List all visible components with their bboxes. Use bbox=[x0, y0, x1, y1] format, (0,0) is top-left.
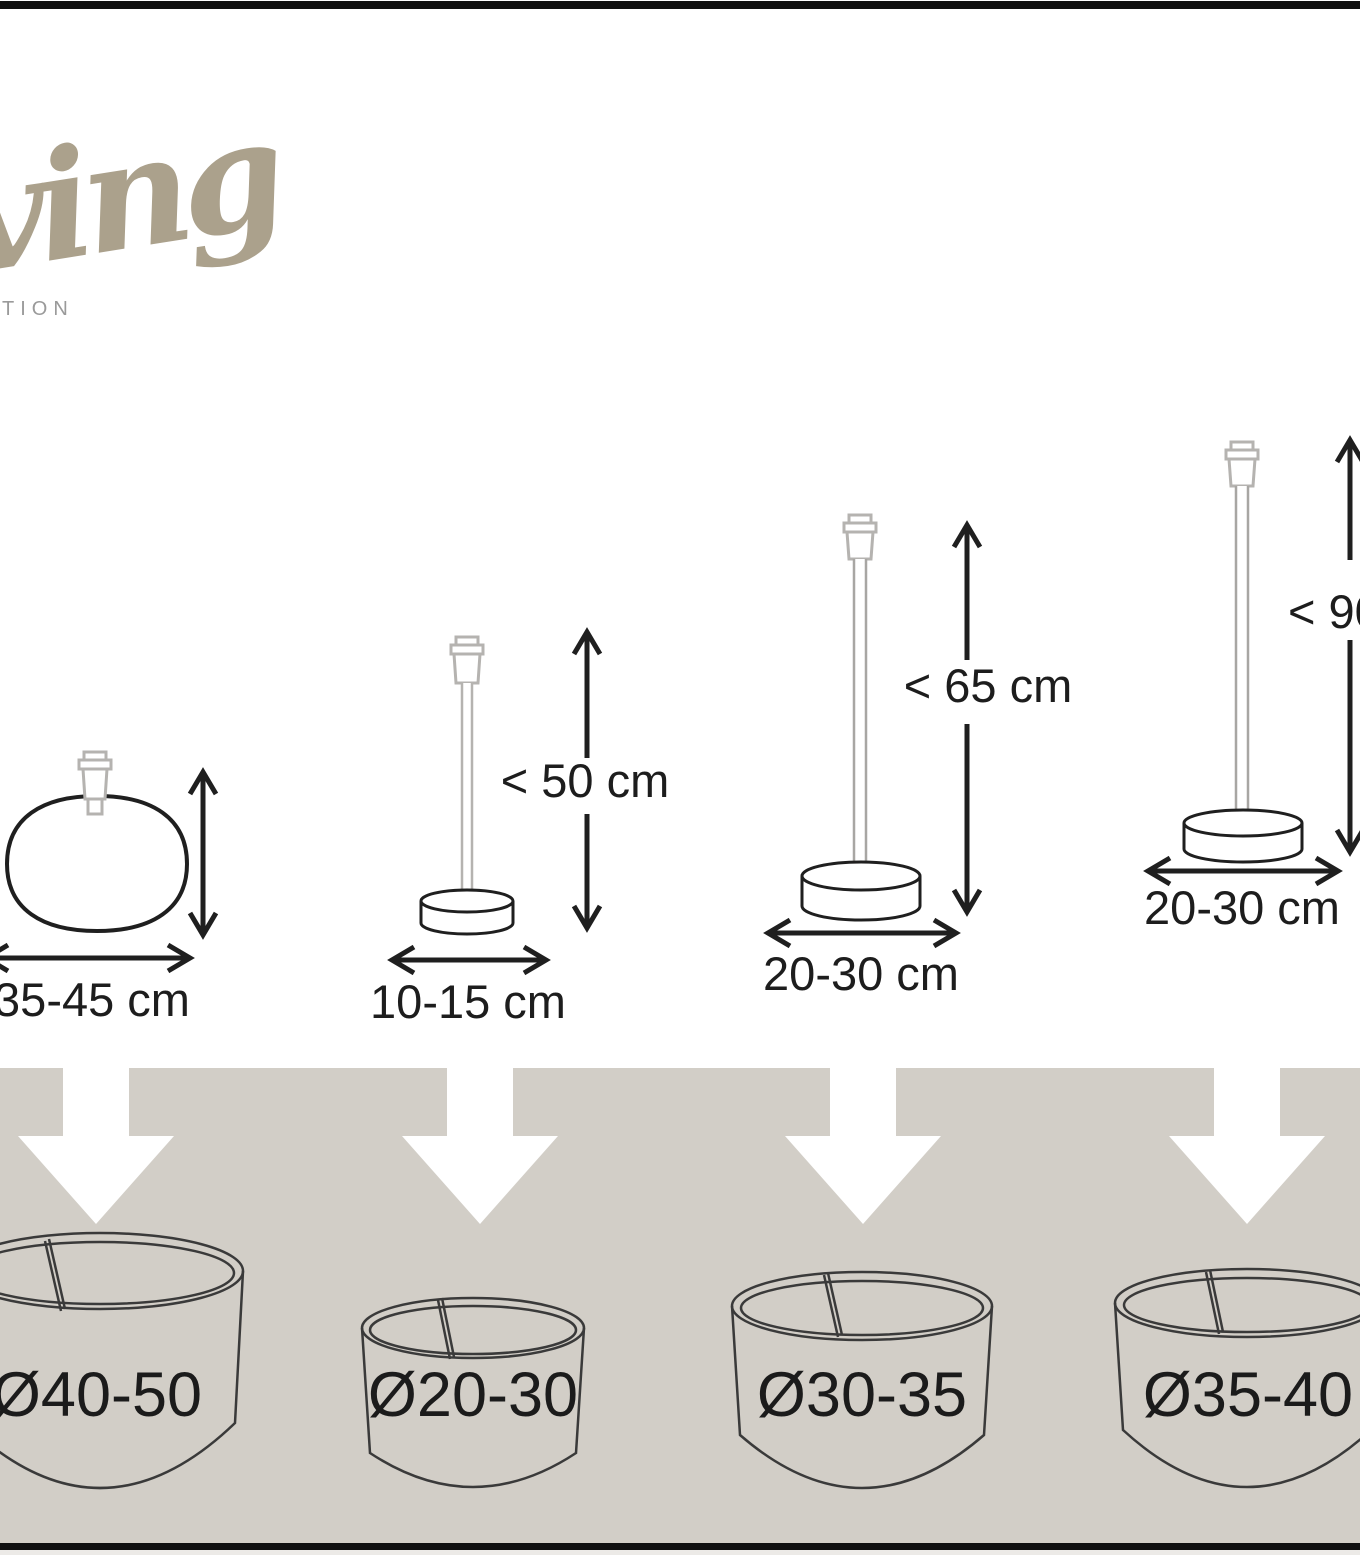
dim-arrows-base-3 bbox=[763, 520, 983, 949]
oval-body bbox=[4, 793, 190, 934]
top-border-bar bbox=[0, 1, 1360, 9]
down-arrow-icon bbox=[18, 1068, 174, 1224]
down-arrow-icon bbox=[402, 1068, 558, 1224]
round-foot bbox=[419, 888, 515, 936]
shade-3-diameter-label: Ø30-35 bbox=[756, 1360, 968, 1430]
shade-drum-20-30 bbox=[360, 1296, 586, 1489]
dim-arrows-base-2 bbox=[387, 627, 603, 976]
stem bbox=[460, 683, 474, 900]
base-3-height-label: < 65 cm bbox=[903, 659, 1073, 712]
base-1-width-label: 35-45 cm bbox=[0, 973, 190, 1026]
socket-fitting-icon bbox=[77, 750, 113, 816]
socket-fitting-icon bbox=[449, 635, 485, 685]
shade-2-diameter-label: Ø20-30 bbox=[367, 1360, 579, 1430]
shade-drum-35-40 bbox=[1113, 1267, 1360, 1489]
bottom-edge-strip bbox=[0, 1550, 1360, 1555]
brand-logo-collection: TION bbox=[2, 298, 74, 320]
socket-fitting-icon bbox=[1224, 440, 1260, 488]
shade-1-diameter-label: Ø40-50 bbox=[0, 1360, 203, 1430]
lamp-base-65 bbox=[800, 513, 922, 922]
dim-arrows-base-4 bbox=[1143, 435, 1360, 887]
shade-4-diameter-label: Ø35-40 bbox=[1142, 1360, 1354, 1430]
down-arrow-icon bbox=[1169, 1068, 1325, 1224]
base-2-height-label: < 50 cm bbox=[500, 754, 670, 807]
stem bbox=[852, 559, 868, 871]
base-4-width-label: 20-30 cm bbox=[1144, 881, 1340, 934]
round-foot bbox=[1182, 808, 1304, 864]
round-foot bbox=[800, 860, 922, 922]
socket-fitting-icon bbox=[842, 513, 878, 561]
shade-drum-40-50 bbox=[0, 1231, 245, 1490]
lamp-base-oval bbox=[4, 750, 190, 934]
lamp-base-50 bbox=[419, 635, 515, 936]
mapping-arrows bbox=[18, 1068, 1325, 1224]
down-arrow-icon bbox=[785, 1068, 941, 1224]
base-3-width-label: 20-30 cm bbox=[763, 947, 959, 1000]
lamp-shades bbox=[0, 1231, 1360, 1490]
dim-arrows-base-1 bbox=[0, 767, 219, 974]
lamp-base-90 bbox=[1182, 440, 1304, 864]
base-2-width-label: 10-15 cm bbox=[370, 975, 566, 1028]
shade-band-background bbox=[0, 1068, 1360, 1543]
base-4-height-label: < 90 cm bbox=[1288, 585, 1360, 638]
shade-drum-30-35 bbox=[730, 1270, 994, 1490]
stem bbox=[1234, 486, 1250, 816]
bottom-border-bar bbox=[0, 1543, 1360, 1550]
